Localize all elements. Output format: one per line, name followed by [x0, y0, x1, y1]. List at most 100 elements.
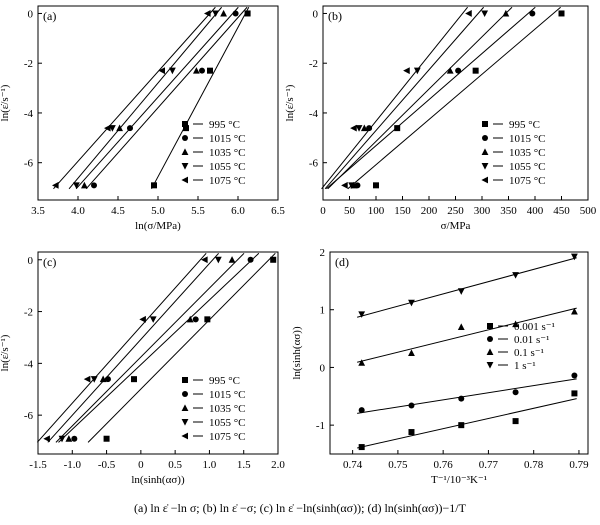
legend-marker: [481, 176, 488, 184]
chart-panel-2: 0 50 100 150 200 250 300 350 400 450 500 0 -2 -4 -6 (b)…: [284, 5, 597, 232]
y-tick-label: -2: [24, 58, 33, 70]
x-tick-label: 0.76: [434, 459, 454, 471]
x-axis-label: ln(sinh(ασ)): [131, 474, 185, 486]
fit-line-5: [36, 252, 207, 443]
data-point: [472, 67, 479, 74]
legend-label: 1075 °C: [509, 175, 546, 187]
y-tick-label: -4: [24, 358, 34, 370]
y-axis-label: ln(ε̇/s⁻¹): [0, 334, 11, 371]
data-point: [366, 125, 373, 132]
data-point: [158, 67, 165, 75]
data-point: [571, 390, 578, 397]
data-point: [99, 375, 107, 383]
data-point: [358, 407, 365, 414]
legend-marker: [182, 135, 188, 141]
x-tick-label: 0.79: [569, 459, 589, 471]
fit-line-2: [58, 252, 260, 443]
data-point: [358, 311, 366, 318]
data-point: [103, 435, 110, 442]
data-point: [199, 67, 205, 74]
data-point: [212, 10, 219, 18]
x-tick-label: 200: [421, 205, 438, 217]
data-point: [193, 67, 200, 74]
legend: 995 °C 1015 °C 1035 °C 1055 °C 1075 °C: [181, 375, 246, 443]
x-tick-label: 1.5: [237, 459, 251, 471]
data-point: [571, 372, 578, 379]
x-tick-label: 450: [553, 205, 570, 217]
fit-line-5: [321, 6, 469, 190]
legend-marker: [181, 419, 189, 426]
data-point: [220, 9, 227, 17]
x-tick-label: 4.5: [111, 205, 125, 217]
x-tick-label: 2.0: [271, 459, 285, 471]
legend-marker: [481, 163, 489, 170]
data-point: [350, 124, 357, 132]
y-tick-label: -6: [24, 158, 34, 170]
fit-line-1: [151, 7, 250, 190]
data-point: [502, 9, 510, 17]
data-point: [373, 182, 379, 189]
data-point: [457, 323, 465, 331]
x-axis-label: T⁻¹/10⁻³K⁻¹: [431, 474, 487, 486]
x-tick-label: 4.0: [71, 205, 85, 217]
data-point: [104, 124, 111, 132]
data-point: [481, 10, 489, 18]
data-point: [73, 182, 80, 189]
y-tick-label: -6: [24, 410, 34, 422]
data-point: [186, 315, 194, 323]
x-tick-label: 50: [344, 205, 356, 217]
x-tick-label: 100: [368, 205, 385, 217]
legend-label: 1 s⁻¹: [514, 360, 536, 372]
data-point: [408, 349, 415, 356]
legend-marker: [181, 163, 189, 170]
legend-marker: [181, 432, 188, 440]
x-tick-label: 0: [138, 459, 144, 471]
data-point: [65, 435, 73, 442]
y-tick-label: -4: [309, 108, 319, 120]
data-point: [394, 125, 401, 132]
data-point: [458, 422, 465, 429]
data-point: [465, 10, 472, 17]
fit-line-3: [55, 252, 245, 443]
x-tick-label: 0.78: [524, 459, 544, 471]
data-point: [201, 256, 208, 264]
y-tick-label: -2: [24, 307, 33, 319]
data-point: [204, 316, 211, 323]
x-tick-label: 5.0: [151, 205, 165, 217]
data-point: [403, 67, 410, 75]
data-point: [91, 182, 97, 189]
legend-label: 1055 °C: [509, 161, 546, 173]
data-point: [355, 125, 363, 132]
panel-label: (c): [43, 255, 56, 269]
legend: 995 °C 1015 °C 1035 °C 1055 °C 1075 °C: [481, 119, 546, 187]
fit-line-4: [68, 6, 223, 190]
legend-marker: [181, 404, 189, 411]
legend-marker: [181, 148, 189, 155]
data-point: [512, 389, 519, 396]
fit-line-5: [53, 6, 216, 190]
x-tick-label: 350: [500, 205, 517, 217]
fit-line-3: [357, 307, 577, 363]
legend-label: 1015 °C: [209, 133, 246, 145]
data-point: [571, 307, 578, 315]
fit-line-2: [85, 6, 248, 190]
legend-label: 1015 °C: [509, 133, 546, 145]
fit-line-3: [327, 6, 513, 190]
x-tick-label: 250: [447, 205, 464, 217]
data-point: [116, 124, 123, 132]
data-point: [109, 125, 116, 132]
y-axis-label: ln(sinh(ασ)): [291, 326, 303, 380]
data-point: [232, 10, 239, 17]
fit-line-4: [324, 6, 485, 190]
legend-label: 1075 °C: [209, 175, 246, 187]
x-tick-label: 6.5: [271, 205, 285, 217]
data-point: [457, 288, 465, 295]
legend-label: 1035 °C: [509, 147, 546, 159]
chart-panel-4: 0.74 0.75 0.76 0.77 0.78 0.79 2 1 0 -1 (d) T⁻¹/10⁻³…: [291, 247, 589, 486]
fit-line-4: [47, 252, 219, 443]
figure-caption: (a) ln ε̇ −ln σ; (b) ln ε̇ −σ; (c) ln ε̇…: [134, 501, 467, 515]
x-tick-label: 0.74: [343, 459, 363, 471]
y-tick-label: -6: [309, 158, 319, 170]
data-point: [83, 375, 91, 383]
legend-marker: [182, 121, 188, 127]
